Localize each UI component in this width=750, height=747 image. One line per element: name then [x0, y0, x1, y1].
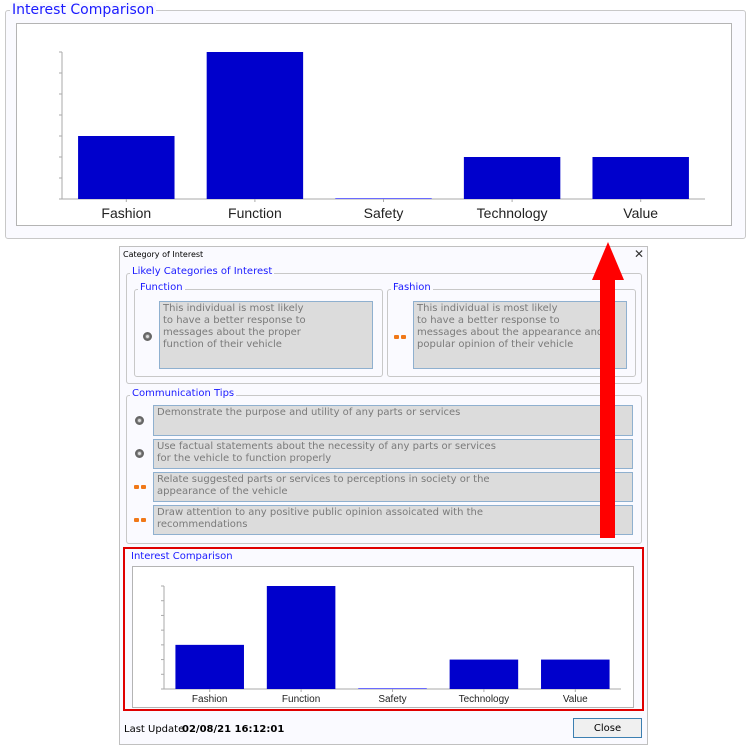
- close-button[interactable]: Close: [573, 718, 642, 738]
- sunglasses-icon: [134, 485, 146, 490]
- sunglasses-icon: [134, 518, 146, 523]
- bar-value: [592, 157, 689, 199]
- bar-fashion: [78, 136, 175, 199]
- zoomed-interest-comparison-panel: Interest Comparison Fashion Function Safet…: [5, 2, 746, 239]
- gear-icon: [135, 449, 144, 458]
- x-tick-label: Fashion: [192, 694, 228, 705]
- bar-fashion: [175, 644, 244, 689]
- bar-safety: [335, 198, 432, 199]
- communication-tips-title: Communication Tips: [130, 388, 237, 399]
- arrow-shaft: [600, 278, 615, 538]
- category-of-interest-dialog: Category of Interest ✕ Likely Categories…: [119, 246, 648, 745]
- card-fashion-title: Fashion: [391, 282, 433, 293]
- card-fashion-text: This individual is most likely to have a…: [413, 301, 627, 369]
- tip-3: Relate suggested parts or services to pe…: [153, 472, 633, 502]
- tip-1: Demonstrate the purpose and utility of a…: [153, 405, 633, 436]
- bar-value: [541, 659, 610, 689]
- card-function-title: Function: [138, 282, 185, 293]
- dialog-title: Category of Interest: [123, 250, 204, 259]
- arrow-head: [592, 242, 624, 280]
- card-function: Function This individual is most likely …: [134, 282, 383, 377]
- bar-safety: [358, 688, 427, 689]
- x-tick-label: Technology: [459, 694, 510, 705]
- card-function-text: This individual is most likely to have a…: [159, 301, 373, 369]
- bar-function: [266, 586, 336, 689]
- x-tick-label: Safety: [364, 205, 404, 221]
- bar-function: [206, 52, 304, 199]
- small-bar-chart: Fashion Function Safety Technology Value: [161, 585, 621, 705]
- x-tick-label: Value: [623, 205, 658, 221]
- close-icon[interactable]: ✕: [634, 247, 645, 261]
- x-tick-label: Safety: [378, 694, 406, 705]
- tip-4: Draw attention to any positive public op…: [153, 505, 633, 535]
- highlight-box: Interest Comparison Fashion Function Safet…: [123, 547, 644, 711]
- communication-tips-group: Communication Tips Demonstrate the purpo…: [126, 388, 642, 544]
- likely-categories-group: Likely Categories of Interest Function T…: [126, 266, 642, 384]
- comparison-title: Interest Comparison: [129, 551, 235, 562]
- zoomed-panel-title: Interest Comparison: [10, 2, 157, 18]
- gear-icon: [135, 416, 144, 425]
- zoomed-bar-chart: Fashion Function Safety Technology Value: [59, 51, 705, 221]
- comparison-chart: Fashion Function Safety Technology Value: [132, 566, 634, 708]
- bar-technology: [449, 659, 519, 689]
- tip-2: Use factual statements about the necessi…: [153, 439, 633, 469]
- red-arrow-annotation: [592, 242, 624, 538]
- gear-icon: [143, 332, 152, 341]
- last-update-value: 02/08/21 16:12:01: [182, 724, 285, 735]
- likely-categories-title: Likely Categories of Interest: [130, 266, 275, 277]
- bar-technology: [463, 157, 561, 199]
- x-tick-label: Function: [228, 205, 282, 221]
- last-update-label: Last Update: [124, 724, 185, 735]
- x-tick-label: Technology: [477, 205, 548, 221]
- card-fashion: Fashion This individual is most likely t…: [387, 282, 636, 377]
- zoomed-chart: Fashion Function Safety Technology Value: [16, 23, 732, 226]
- sunglasses-icon: [394, 335, 406, 340]
- x-tick-label: Function: [282, 694, 320, 705]
- x-tick-label: Value: [563, 694, 588, 705]
- x-tick-label: Fashion: [101, 205, 151, 221]
